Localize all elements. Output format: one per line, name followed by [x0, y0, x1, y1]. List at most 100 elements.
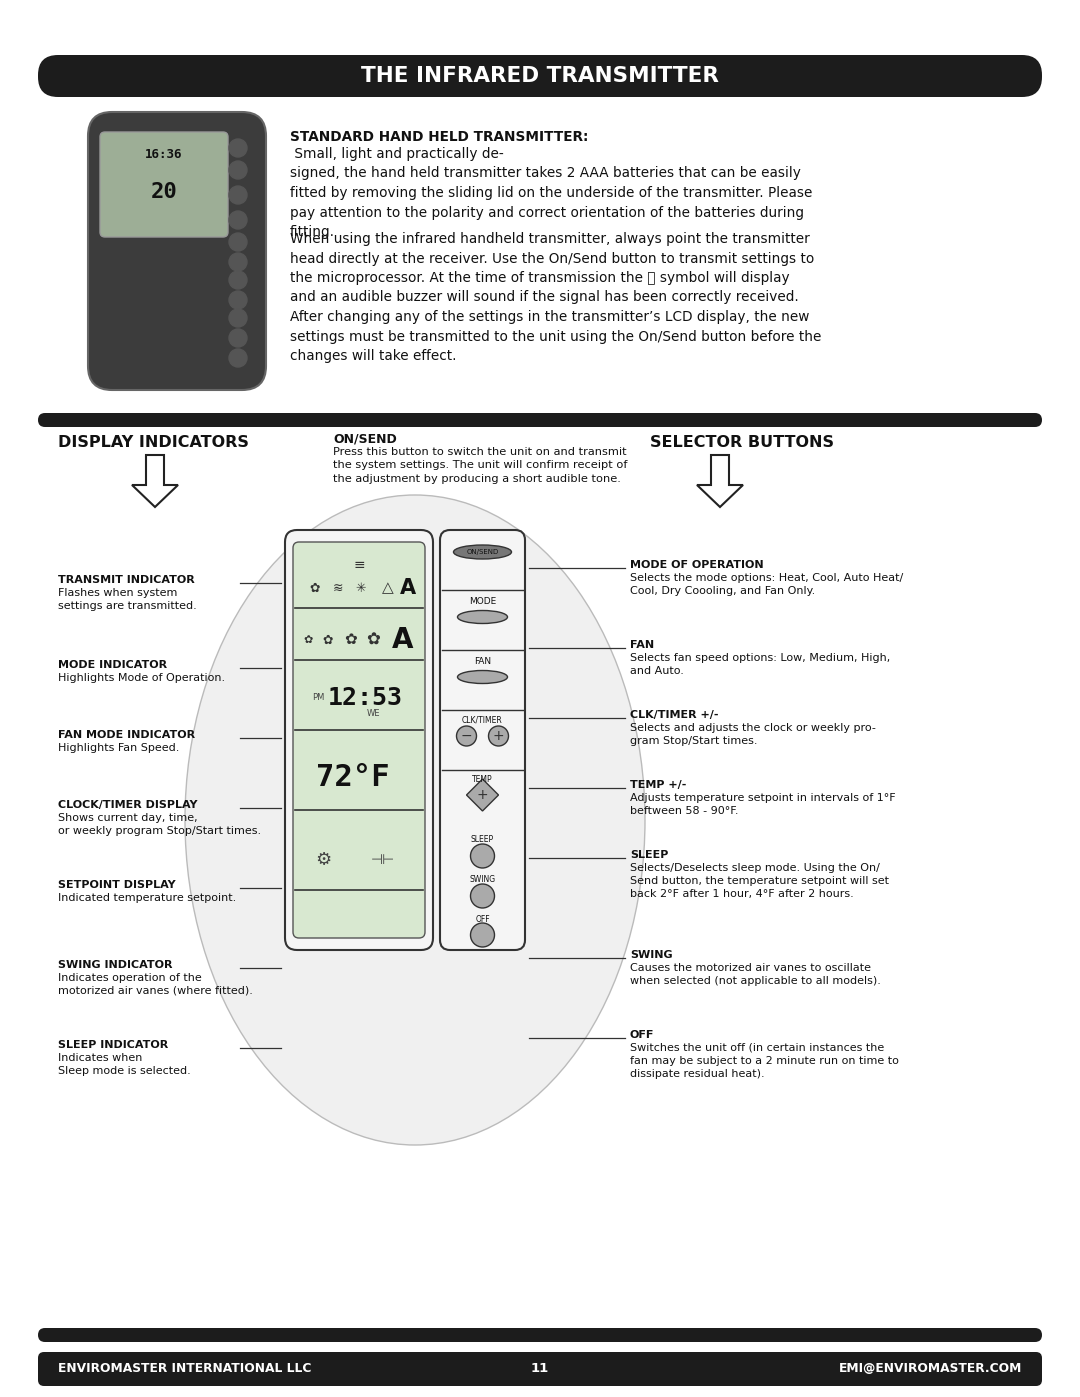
Text: Highlights Fan Speed.: Highlights Fan Speed. — [58, 743, 179, 753]
Ellipse shape — [458, 610, 508, 623]
FancyBboxPatch shape — [38, 1329, 1042, 1343]
Circle shape — [229, 330, 247, 346]
Text: TEMP: TEMP — [472, 775, 492, 785]
FancyBboxPatch shape — [87, 112, 266, 390]
FancyBboxPatch shape — [38, 414, 1042, 427]
Text: ENVIROMASTER INTERNATIONAL LLC: ENVIROMASTER INTERNATIONAL LLC — [58, 1362, 311, 1376]
FancyBboxPatch shape — [38, 1352, 1042, 1386]
Circle shape — [471, 844, 495, 868]
Circle shape — [229, 138, 247, 156]
Circle shape — [229, 161, 247, 179]
Text: Indicates operation of the
motorized air vanes (where fitted).: Indicates operation of the motorized air… — [58, 972, 253, 996]
FancyBboxPatch shape — [100, 131, 228, 237]
Ellipse shape — [458, 671, 508, 683]
Text: WE: WE — [366, 710, 380, 718]
Text: ✳: ✳ — [355, 581, 366, 595]
Text: ✿: ✿ — [303, 636, 313, 645]
Text: 16:36: 16:36 — [145, 148, 183, 161]
Text: TEMP +/-: TEMP +/- — [630, 780, 687, 789]
Text: ≋: ≋ — [333, 581, 343, 595]
Circle shape — [229, 309, 247, 327]
Circle shape — [229, 349, 247, 367]
Circle shape — [229, 211, 247, 229]
Text: Adjusts temperature setpoint in intervals of 1°F
beftween 58 - 90°F.: Adjusts temperature setpoint in interval… — [630, 793, 895, 816]
Text: A: A — [392, 626, 414, 654]
Ellipse shape — [454, 545, 512, 559]
Text: TRANSMIT INDICATOR: TRANSMIT INDICATOR — [58, 576, 194, 585]
Text: OFF: OFF — [475, 915, 490, 923]
Text: Causes the motorized air vanes to oscillate
when selected (not applicable to all: Causes the motorized air vanes to oscill… — [630, 963, 881, 986]
Text: △: △ — [382, 581, 394, 595]
Text: SLEEP: SLEEP — [630, 849, 669, 861]
Text: MODE OF OPERATION: MODE OF OPERATION — [630, 560, 764, 570]
Text: 12:53: 12:53 — [327, 686, 403, 710]
Text: FAN: FAN — [630, 640, 654, 650]
Text: SLEEP: SLEEP — [471, 835, 494, 845]
Polygon shape — [697, 455, 743, 507]
Text: SWING INDICATOR: SWING INDICATOR — [58, 960, 173, 970]
Circle shape — [229, 271, 247, 289]
Text: 11: 11 — [531, 1362, 549, 1376]
Text: Selects and adjusts the clock or weekly pro-
gram Stop/Start times.: Selects and adjusts the clock or weekly … — [630, 724, 876, 746]
Text: SWING: SWING — [630, 950, 673, 960]
Text: ON/SEND: ON/SEND — [333, 432, 396, 446]
Circle shape — [229, 186, 247, 204]
Text: ⊣⊢: ⊣⊢ — [370, 854, 395, 868]
Text: FAN MODE INDICATOR: FAN MODE INDICATOR — [58, 731, 195, 740]
FancyBboxPatch shape — [285, 529, 433, 950]
Circle shape — [471, 884, 495, 908]
Text: Indicated temperature setpoint.: Indicated temperature setpoint. — [58, 893, 237, 902]
Text: When using the infrared handheld transmitter, always point the transmitter
head : When using the infrared handheld transmi… — [291, 232, 822, 363]
Text: Switches the unit off (in certain instances the
fan may be subject to a 2 minute: Switches the unit off (in certain instan… — [630, 1044, 899, 1078]
Text: Selects fan speed options: Low, Medium, High,
and Auto.: Selects fan speed options: Low, Medium, … — [630, 652, 890, 676]
Text: CLK/TIMER: CLK/TIMER — [462, 715, 503, 725]
Text: STANDARD HAND HELD TRANSMITTER:: STANDARD HAND HELD TRANSMITTER: — [291, 130, 589, 144]
Text: Shows current day, time,
or weekly program Stop/Start times.: Shows current day, time, or weekly progr… — [58, 813, 261, 835]
Circle shape — [229, 233, 247, 251]
Text: CLK/TIMER +/-: CLK/TIMER +/- — [630, 710, 718, 719]
Text: ✿: ✿ — [323, 633, 334, 647]
Text: −: − — [461, 729, 472, 743]
Text: Highlights Mode of Operation.: Highlights Mode of Operation. — [58, 673, 225, 683]
Circle shape — [471, 923, 495, 947]
Circle shape — [229, 291, 247, 309]
Polygon shape — [467, 780, 499, 812]
Text: Selects/Deselects sleep mode. Using the On/
Send button, the temperature setpoin: Selects/Deselects sleep mode. Using the … — [630, 863, 889, 898]
Text: +: + — [492, 729, 504, 743]
Text: A: A — [400, 578, 416, 598]
Text: MODE INDICATOR: MODE INDICATOR — [58, 659, 167, 671]
Text: Flashes when system
settings are transmitted.: Flashes when system settings are transmi… — [58, 588, 197, 610]
Text: FAN: FAN — [474, 658, 491, 666]
Text: ✿: ✿ — [366, 631, 380, 650]
Text: ✿: ✿ — [345, 633, 357, 647]
Text: PM: PM — [312, 693, 324, 703]
FancyBboxPatch shape — [38, 54, 1042, 96]
Text: DISPLAY INDICATORS: DISPLAY INDICATORS — [58, 434, 248, 450]
Text: SETPOINT DISPLAY: SETPOINT DISPLAY — [58, 880, 176, 890]
Text: 72°F: 72°F — [316, 764, 390, 792]
Circle shape — [457, 726, 476, 746]
Text: ≡: ≡ — [353, 557, 365, 571]
Text: SELECTOR BUTTONS: SELECTOR BUTTONS — [650, 434, 834, 450]
Text: EMI@ENVIROMASTER.COM: EMI@ENVIROMASTER.COM — [839, 1362, 1022, 1376]
Text: ✿: ✿ — [310, 581, 321, 595]
Text: +: + — [476, 788, 488, 802]
Circle shape — [229, 253, 247, 271]
Text: Press this button to switch the unit on and transmit
the system settings. The un: Press this button to switch the unit on … — [333, 447, 627, 483]
Text: SWING: SWING — [470, 876, 496, 884]
Text: 20: 20 — [150, 182, 177, 203]
Ellipse shape — [185, 495, 645, 1146]
Text: MODE: MODE — [469, 598, 496, 606]
Circle shape — [488, 726, 509, 746]
Text: Selects the mode options: Heat, Cool, Auto Heat/
Cool, Dry Coooling, and Fan Onl: Selects the mode options: Heat, Cool, Au… — [630, 573, 903, 595]
Text: Small, light and practically de-
signed, the hand held transmitter takes 2 AAA b: Small, light and practically de- signed,… — [291, 147, 812, 239]
Text: THE INFRARED TRANSMITTER: THE INFRARED TRANSMITTER — [361, 66, 719, 87]
Text: OFF: OFF — [630, 1030, 654, 1039]
FancyBboxPatch shape — [440, 529, 525, 950]
Text: CLOCK/TIMER DISPLAY: CLOCK/TIMER DISPLAY — [58, 800, 198, 810]
FancyBboxPatch shape — [293, 542, 426, 937]
Text: SLEEP INDICATOR: SLEEP INDICATOR — [58, 1039, 168, 1051]
Polygon shape — [132, 455, 178, 507]
Text: ⚙: ⚙ — [315, 851, 332, 869]
Text: ON/SEND: ON/SEND — [467, 549, 499, 555]
